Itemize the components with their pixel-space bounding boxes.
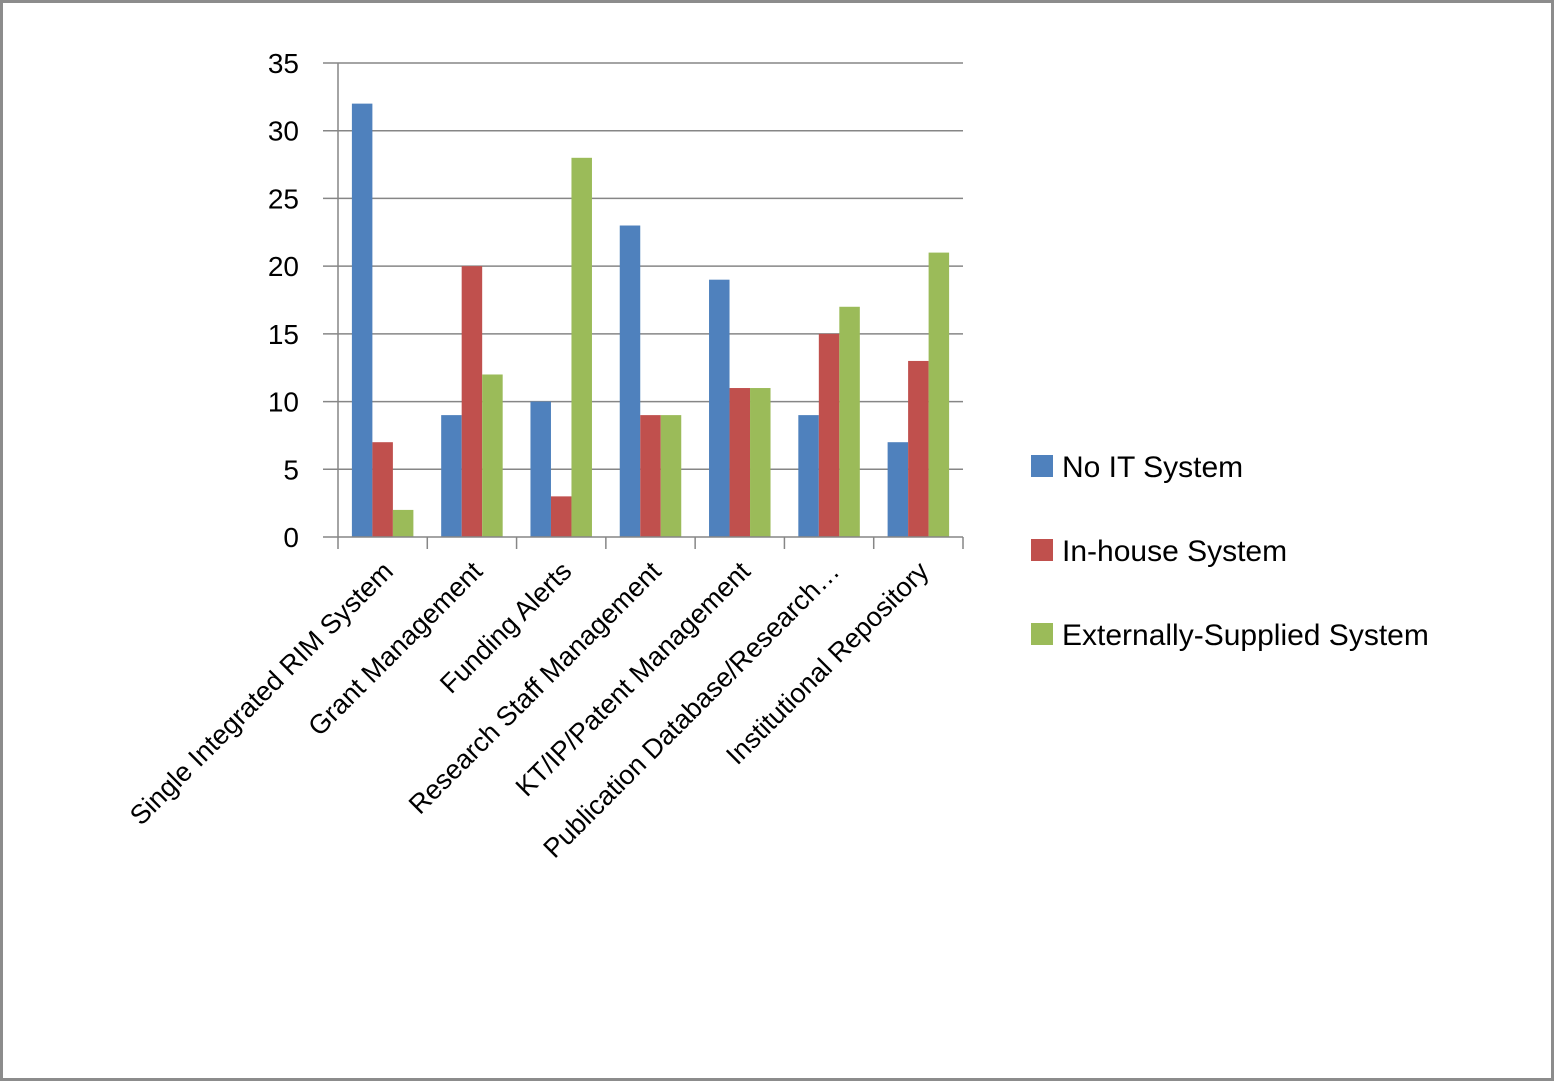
- bar: [372, 442, 393, 537]
- y-tick-label: 15: [268, 319, 299, 350]
- bar: [619, 225, 641, 537]
- legend-label: No IT System: [1062, 451, 1243, 484]
- legend-swatch: [1031, 539, 1053, 561]
- bar: [392, 509, 414, 537]
- bar: [887, 442, 909, 537]
- bar: [461, 266, 483, 537]
- y-tick-label: 25: [268, 183, 299, 214]
- x-category-label: Grant Management: [302, 556, 488, 742]
- bar: [818, 333, 840, 537]
- y-tick-label: 0: [283, 522, 299, 553]
- bar: [441, 415, 462, 537]
- bar: [640, 415, 661, 537]
- y-tick-label: 10: [268, 387, 299, 418]
- bar: [530, 401, 551, 537]
- axes: [323, 63, 964, 549]
- legend-label: Externally-Supplied System: [1062, 619, 1429, 652]
- bar: [571, 157, 592, 538]
- bar: [550, 496, 572, 537]
- bar: [351, 103, 373, 537]
- bar: [729, 388, 751, 537]
- y-tick-label: 35: [268, 48, 299, 79]
- bar: [928, 252, 950, 537]
- legend-swatch: [1031, 623, 1053, 645]
- bar: [908, 360, 929, 537]
- legend-label: In-house System: [1062, 535, 1287, 568]
- legend: No IT System In-house System Externally-Su…: [1031, 451, 1429, 652]
- y-tick-label: 30: [268, 116, 299, 147]
- gridlines: [323, 62, 963, 471]
- bar: [798, 415, 819, 537]
- bar: [482, 374, 503, 537]
- bars: [351, 103, 950, 538]
- bar: [750, 388, 771, 537]
- y-axis-tick-labels: 0 5 10 15 20 25 30 35: [268, 48, 299, 553]
- bar: [660, 415, 682, 537]
- bar: [709, 279, 730, 537]
- y-tick-label: 20: [268, 251, 299, 282]
- legend-swatch: [1031, 455, 1053, 477]
- y-tick-label: 5: [283, 454, 299, 485]
- bar-chart: 0 5 10 15 20 25 30 35 Single Integrated RIM Sys…: [124, 48, 1429, 864]
- bar: [839, 306, 860, 537]
